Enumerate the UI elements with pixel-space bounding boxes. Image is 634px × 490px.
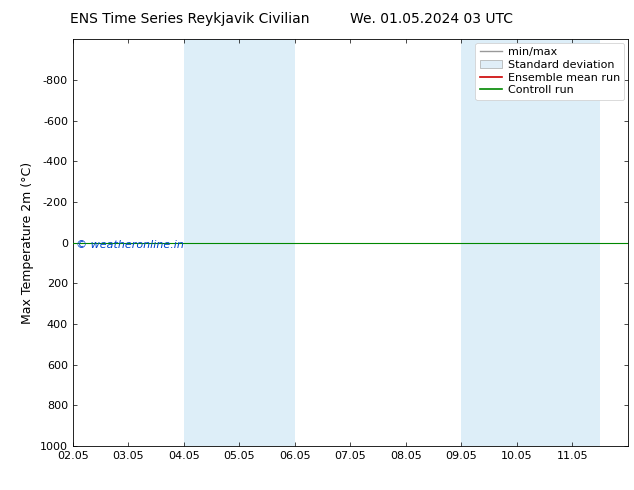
Text: © weatheronline.in: © weatheronline.in [75,241,184,250]
Text: We. 01.05.2024 03 UTC: We. 01.05.2024 03 UTC [349,12,513,26]
Text: ENS Time Series Reykjavik Civilian: ENS Time Series Reykjavik Civilian [70,12,310,26]
Y-axis label: Max Temperature 2m (°C): Max Temperature 2m (°C) [22,162,34,323]
Legend: min/max, Standard deviation, Ensemble mean run, Controll run: min/max, Standard deviation, Ensemble me… [476,43,624,100]
Bar [462,39,600,446]
Bar [184,39,295,446]
